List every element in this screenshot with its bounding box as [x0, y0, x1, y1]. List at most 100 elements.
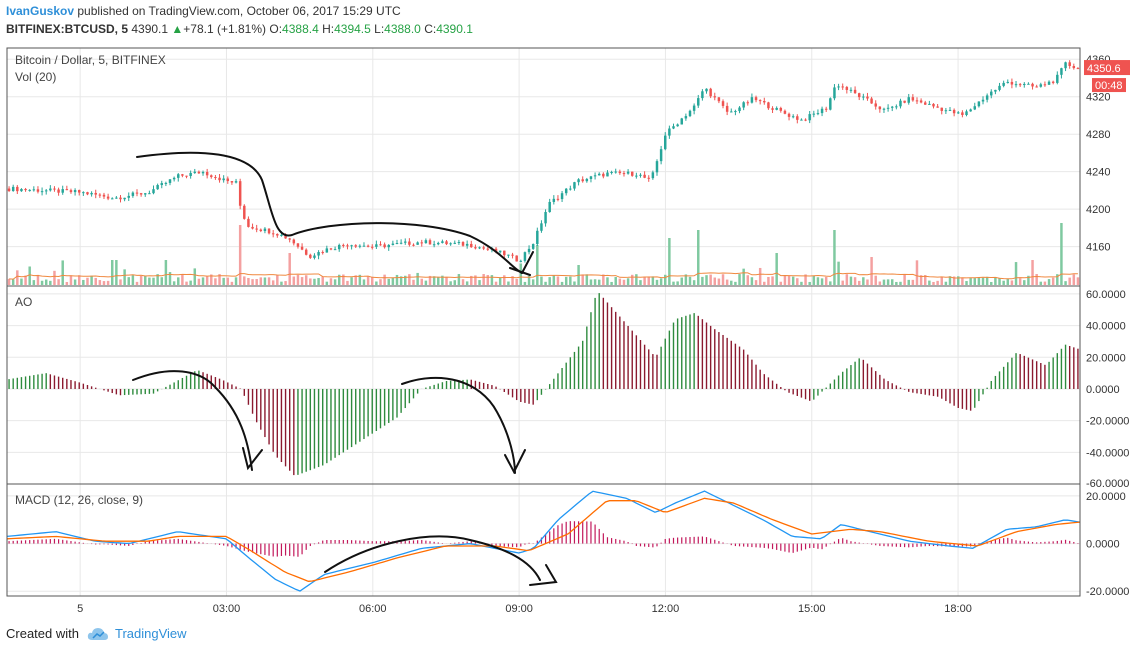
candle-body [391, 243, 395, 245]
candle-body [676, 124, 679, 127]
candle-body [416, 242, 419, 245]
candle-body [243, 205, 246, 219]
candle-body [457, 242, 461, 244]
candle-body [346, 245, 349, 247]
candle-body [907, 97, 910, 103]
volume-bar [16, 270, 19, 285]
candle-body [284, 234, 287, 239]
candle-body [404, 241, 407, 243]
volume-bar [647, 276, 650, 285]
volume-bar [750, 277, 754, 285]
candle-body [581, 179, 584, 182]
candle-body [465, 243, 469, 246]
volume-bar [1027, 275, 1030, 285]
candle-body [763, 100, 766, 103]
candle-body [420, 242, 423, 244]
volume-bar [589, 279, 593, 285]
candle-body [602, 173, 605, 177]
volume-bar [775, 253, 778, 285]
volume-bar [816, 277, 820, 285]
volume-bar [573, 281, 576, 285]
candle-body [1051, 81, 1055, 83]
ao-tick-label: 60.0000 [1086, 289, 1126, 301]
candle-body [197, 171, 201, 174]
candle-body [655, 161, 659, 173]
volume-bar [907, 279, 910, 285]
candle-body [337, 244, 341, 250]
chart-area[interactable]: 416042004240428043204360Bitcoin / Dollar… [0, 40, 1143, 620]
volume-indicator-label: Vol (20) [15, 70, 56, 84]
candle-body [771, 108, 774, 110]
candle-body [812, 113, 816, 115]
volume-bar [420, 278, 423, 285]
candle-body [540, 223, 543, 231]
tradingview-link[interactable]: TradingView [87, 626, 187, 641]
published-text: published on TradingView.com, October 06… [77, 4, 401, 18]
volume-bar [841, 280, 844, 285]
volume-bar [952, 276, 956, 285]
volume-bar [32, 280, 36, 285]
candle-body [127, 195, 130, 198]
candle-body [787, 113, 791, 117]
candle-body [28, 189, 31, 191]
volume-bar [862, 277, 865, 285]
volume-bar [924, 275, 927, 285]
candle-body [924, 102, 927, 105]
author-link[interactable]: IvanGuskov [6, 4, 75, 18]
symbol-label: BITFINEX:BTCUSD, 5 [6, 22, 129, 36]
candle-body [333, 249, 337, 251]
candle-body [255, 228, 258, 230]
candle-body [24, 189, 27, 191]
volume-bar [102, 281, 106, 285]
candle-body [1018, 84, 1022, 86]
candle-body [94, 192, 97, 195]
volume-bar [280, 281, 283, 285]
candle-body [321, 252, 324, 254]
volume-bar [713, 277, 717, 285]
volume-bar [317, 278, 320, 285]
volume-bar [226, 277, 230, 285]
macd-tick-label: 0.0000 [1086, 539, 1120, 551]
volume-bar [404, 275, 407, 285]
candle-body [1039, 84, 1043, 87]
macd-tick-label: 20.0000 [1086, 491, 1126, 503]
volume-bar [185, 281, 188, 285]
candle-body [1056, 74, 1059, 83]
candle-body [622, 173, 626, 175]
footer: Created with TradingView [6, 626, 187, 641]
volume-bar [449, 281, 452, 285]
candle-body [664, 135, 667, 150]
candle-body [135, 192, 139, 194]
candle-body [936, 106, 939, 108]
candle-body [408, 241, 411, 245]
volume-bar [548, 277, 551, 285]
volume-bar [292, 276, 296, 285]
volume-bar [664, 274, 667, 285]
candle-body [833, 87, 836, 99]
candle-body [119, 197, 122, 200]
volume-bar [643, 276, 646, 285]
candle-body [639, 174, 642, 176]
ao-label: AO [15, 295, 32, 309]
volume-bar [754, 280, 758, 285]
volume-bar [465, 281, 469, 285]
candle-body [511, 254, 514, 256]
candle-body [998, 85, 1001, 90]
volume-bar [53, 270, 56, 285]
candle-body [494, 248, 498, 253]
candle-body [750, 97, 754, 103]
volume-bar [857, 280, 861, 285]
volume-bar [11, 279, 15, 285]
candle-body [7, 188, 11, 191]
candle-body [441, 241, 444, 243]
ao-bottom-tick-label: -60.0000 [1086, 478, 1129, 490]
volume-bar [1043, 281, 1047, 285]
volume-bar [564, 276, 568, 285]
volume-bar [779, 281, 783, 285]
candle-body [697, 98, 700, 106]
volume-bar [181, 274, 184, 285]
volume-bar [957, 276, 960, 285]
candle-body [552, 198, 556, 202]
volume-bar [519, 263, 523, 285]
candle-body [482, 247, 485, 249]
